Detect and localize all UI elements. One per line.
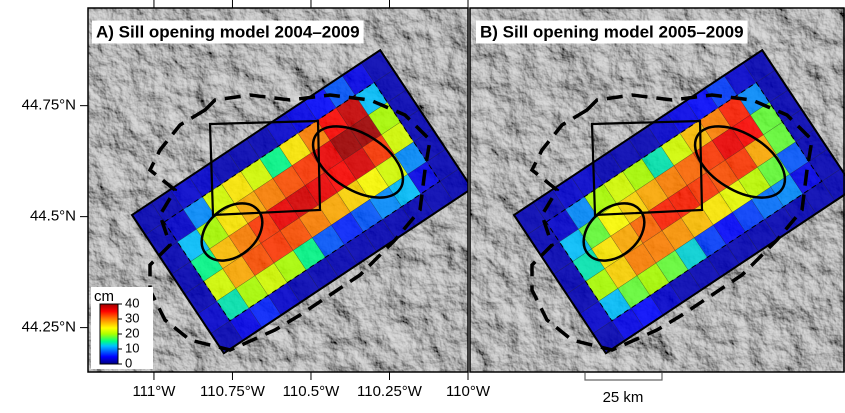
title-bg [92,20,364,44]
axes: 111°W 110.75°W 110.5°W 110.25°W 110°W 44.75°N… [22,0,491,400]
uplift-contour [582,202,646,262]
colorbar-tick-label: 40 [125,295,139,310]
y-tick-label: 44.75°N [22,97,76,114]
sill-outline [545,81,823,322]
x-tick-label: 110.5°W [283,383,340,400]
y-tick-label: 44.25°N [22,319,76,336]
frame [469,7,845,373]
colorbar-label: cm [94,288,114,305]
x-tick-label: 110°W [446,383,491,400]
uplift-contour [693,125,787,199]
uplift-outline [147,93,432,352]
panel-a: A) Sill opening model 2004–2009 [92,20,468,355]
x-tick-label: 110.75°W [200,383,266,400]
x-tick-label: 111°W [132,383,176,400]
scale-label: 25 km [603,389,644,406]
grid-outline [130,48,468,355]
fault-grid [130,48,468,355]
uplift-outline [529,93,814,352]
x-tick-label: 110.25°W [357,383,423,400]
grid-outline [512,48,845,355]
sill-outline [163,81,441,322]
colorbar-tick-label: 20 [125,325,139,340]
title-bg [476,20,748,44]
study-box [208,119,322,217]
uplift-contour [311,125,405,199]
panel-b: B) Sill opening model 2005–2009 [476,20,845,355]
colorbar-ramp [99,303,119,365]
frame [87,7,469,373]
uplift-contour [200,202,264,262]
panel-title: A) Sill opening model 2004–2009 [96,22,360,41]
colorbar-tick-label: 30 [125,310,139,325]
scale-bar: 25 km [584,373,663,406]
study-box [590,119,704,217]
colorbar-tick-label: 10 [125,340,139,355]
scale-line [584,373,663,381]
colorbar-tick-label: 0 [125,355,132,370]
y-tick-label: 44.5°N [30,208,76,225]
panel-title: B) Sill opening model 2005–2009 [480,22,744,41]
